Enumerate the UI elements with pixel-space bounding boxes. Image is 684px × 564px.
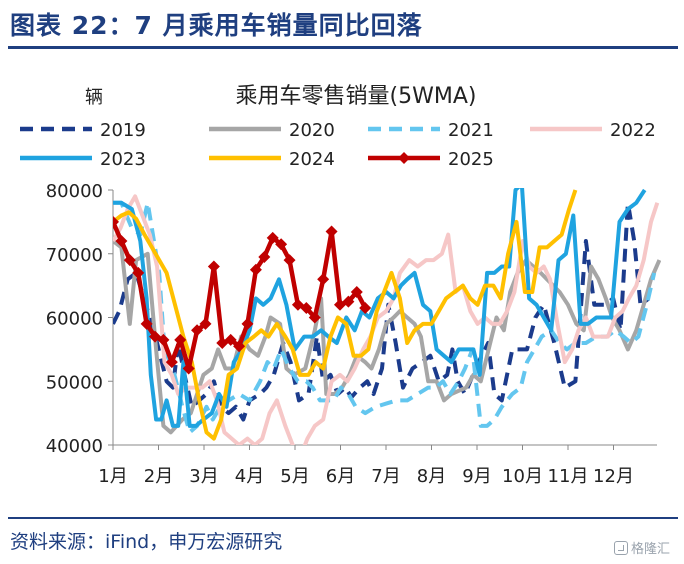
series-layer bbox=[113, 188, 661, 445]
axes: 40000 50000 60000 70000 80000 1月 2月 3月 4月 5月 6月 7月 8… bbox=[46, 181, 657, 487]
data-point-2025 bbox=[182, 362, 195, 375]
data-point-2025 bbox=[157, 333, 170, 346]
data-point-2025 bbox=[249, 263, 262, 276]
data-point-2025 bbox=[350, 286, 363, 298]
x-tick-label: 11月 bbox=[548, 466, 589, 487]
x-tick-label: 8月 bbox=[417, 466, 446, 487]
legend: 2019 2020 2021 2022 2023 2024 2025 bbox=[20, 120, 656, 170]
source-note: 资料来源：iFind，申万宏源研究 bbox=[10, 531, 283, 553]
x-tick-label: 5月 bbox=[280, 466, 309, 487]
x-tick-label: 10月 bbox=[502, 466, 543, 487]
data-point-2025 bbox=[123, 254, 136, 267]
x-tick-label: 6月 bbox=[326, 466, 355, 487]
data-point-2025 bbox=[233, 340, 246, 353]
x-tick-label: 3月 bbox=[189, 466, 218, 487]
legend-label: 2020 bbox=[289, 120, 335, 141]
series-line-2023 bbox=[113, 188, 647, 428]
data-point-2025 bbox=[359, 301, 372, 314]
data-point-2025 bbox=[266, 231, 279, 244]
x-tick-label: 7月 bbox=[371, 466, 400, 487]
data-point-2025 bbox=[140, 317, 153, 330]
data-point-2025 bbox=[115, 235, 128, 247]
legend-item-2022: 2022 bbox=[530, 120, 656, 141]
x-tick-label: 2月 bbox=[144, 466, 173, 487]
data-point-2025 bbox=[317, 273, 330, 286]
figure-title: 图表 22：7 月乘用车销量同比回落 bbox=[10, 11, 423, 40]
legend-item-2019: 2019 bbox=[20, 120, 146, 141]
data-point-2025 bbox=[283, 254, 296, 267]
data-point-2025 bbox=[241, 317, 254, 330]
legend-item-2021: 2021 bbox=[368, 120, 494, 141]
data-point-2025 bbox=[325, 225, 338, 238]
y-axis-unit-label: 辆 bbox=[85, 87, 103, 108]
data-point-2025 bbox=[113, 215, 119, 228]
data-point-2025 bbox=[275, 238, 288, 251]
series-line-2021 bbox=[113, 200, 657, 435]
data-point-2025 bbox=[132, 266, 145, 279]
watermark-text: 格隆汇 bbox=[631, 542, 671, 557]
data-point-2025 bbox=[174, 333, 187, 346]
legend-item-2023: 2023 bbox=[20, 149, 146, 170]
y-tick-label: 40000 bbox=[46, 436, 103, 457]
data-point-2025 bbox=[258, 250, 271, 263]
legend-item-2020: 2020 bbox=[209, 120, 335, 141]
series-line-2020 bbox=[113, 239, 661, 435]
data-point-2025 bbox=[308, 311, 321, 324]
x-tick-label: 4月 bbox=[235, 466, 264, 487]
x-tick-label: 1月 bbox=[98, 466, 127, 487]
legend-marker bbox=[398, 152, 410, 164]
y-tick-label: 80000 bbox=[46, 181, 103, 202]
legend-label: 2021 bbox=[448, 120, 494, 141]
data-point-2025 bbox=[191, 324, 204, 337]
data-point-2025 bbox=[207, 260, 220, 273]
legend-item-2024: 2024 bbox=[209, 149, 335, 170]
series-line-2022 bbox=[113, 194, 660, 445]
y-tick-label: 50000 bbox=[46, 372, 103, 393]
x-tick-label: 12月 bbox=[593, 466, 634, 487]
legend-label: 2025 bbox=[448, 149, 494, 170]
data-point-2025 bbox=[199, 317, 212, 330]
title-rule bbox=[8, 46, 678, 49]
watermark-logo-icon bbox=[614, 540, 628, 555]
data-point-2025 bbox=[165, 356, 178, 369]
source-rule bbox=[8, 517, 678, 519]
y-tick-label: 70000 bbox=[46, 245, 103, 266]
watermark: 格隆汇 bbox=[614, 538, 670, 557]
legend-label: 2024 bbox=[289, 149, 335, 170]
legend-item-2025: 2025 bbox=[368, 149, 494, 170]
chart-title: 乘用车零售销量(5WMA) bbox=[236, 84, 477, 109]
legend-label: 2023 bbox=[100, 149, 146, 170]
data-point-2025 bbox=[224, 333, 237, 346]
legend-label: 2019 bbox=[100, 120, 146, 141]
data-point-2025 bbox=[342, 295, 355, 308]
legend-label: 2022 bbox=[610, 120, 656, 141]
x-tick-label: 9月 bbox=[462, 466, 491, 487]
y-tick-label: 60000 bbox=[46, 309, 103, 330]
data-point-2025 bbox=[300, 301, 313, 314]
